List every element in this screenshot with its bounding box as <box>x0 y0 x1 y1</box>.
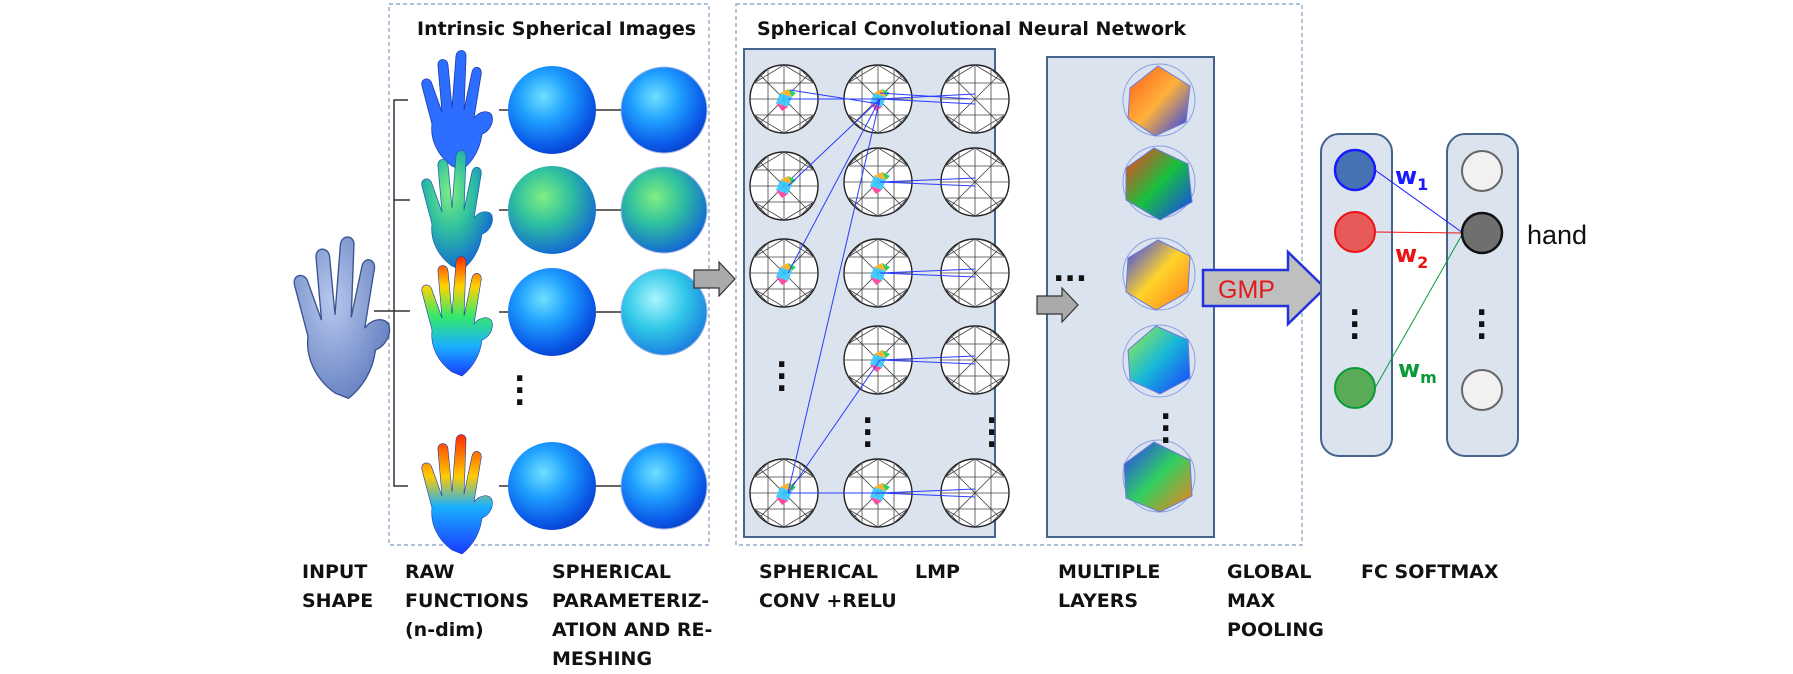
arrow-to-layers-icon <box>1036 286 1079 324</box>
label-raw-functions: RAW FUNCTIONS (n-dim) <box>405 561 530 641</box>
weight-subscript: 1 <box>1417 175 1428 194</box>
label-fc-softmax: FC SOFTMAX <box>1361 561 1499 583</box>
weight-base: w <box>1395 240 1417 268</box>
sphere-raw-row3 <box>508 268 596 356</box>
gmp-arrow-icon <box>1201 249 1327 327</box>
weight-w1: w1 <box>1395 162 1428 194</box>
weight-base: w <box>1395 162 1417 190</box>
fc-column-output <box>1446 133 1519 457</box>
ellipsis-conv-a: ... <box>776 340 788 399</box>
gmp-arrow-label: GMP <box>1218 276 1275 304</box>
out-node-n <box>1461 369 1503 411</box>
sphere-raw-row1 <box>508 66 596 154</box>
fc-node-m <box>1334 367 1376 409</box>
label-multiple-layers: MULTIPLE LAYERS <box>1058 561 1161 612</box>
raw-function-hand-row3 <box>421 255 493 377</box>
fc-node-2 <box>1334 211 1376 253</box>
raw-function-hand-row4 <box>421 433 493 555</box>
raw-function-hand-row2 <box>421 149 493 271</box>
sphere-remesh-row4 <box>620 442 708 530</box>
raw-function-hand-row1 <box>421 49 493 171</box>
weight-w2: w2 <box>1395 240 1428 272</box>
label-input-shape: INPUT SHAPE <box>302 561 374 612</box>
ellipsis-conv-c: ... <box>986 396 998 455</box>
fc-weights <box>1374 169 1464 389</box>
scnn-title: Spherical Convolutional Neural Network <box>757 18 1187 40</box>
weight-subscript: 2 <box>1417 253 1428 272</box>
ellipsis-horizontal: ... <box>1053 254 1088 289</box>
sphere-raw-row4 <box>508 442 596 530</box>
sphere-remesh-row1 <box>620 66 708 154</box>
out-node-hand <box>1460 211 1504 255</box>
weight-subscript: m <box>1420 368 1437 387</box>
ellipsis-raw: ... <box>514 354 526 413</box>
intrinsic-images-title: Intrinsic Spherical Images <box>417 18 697 40</box>
ellipsis-conv-b: ... <box>862 396 874 455</box>
ellipsis-fc-input: ... <box>1349 288 1361 347</box>
label-lmp: LMP <box>915 561 960 583</box>
bracket-connector <box>374 99 410 487</box>
conv-connections <box>787 89 976 498</box>
sphere-remesh-row2 <box>620 166 708 254</box>
out-node-1 <box>1461 150 1503 192</box>
input-hand-icon <box>293 236 391 400</box>
weight-wm: wm <box>1398 355 1437 387</box>
label-global-max-pooling: GLOBAL MAX POOLING <box>1227 561 1324 641</box>
layer-polyhedra <box>1122 63 1196 513</box>
arrow-to-conv-icon <box>693 260 736 298</box>
label-spherical-param: SPHERICAL PARAMETERIZ- ATION AND RE- MES… <box>552 561 713 670</box>
weight-base: w <box>1398 355 1420 383</box>
fc-node-1 <box>1333 148 1377 192</box>
ellipsis-layers: ... <box>1160 392 1172 451</box>
ellipsis-fc-output: ... <box>1476 288 1488 347</box>
sphere-raw-row2 <box>508 166 596 254</box>
output-class-label: hand <box>1527 220 1587 250</box>
label-spherical-conv: SPHERICAL CONV +RELU <box>759 561 897 612</box>
